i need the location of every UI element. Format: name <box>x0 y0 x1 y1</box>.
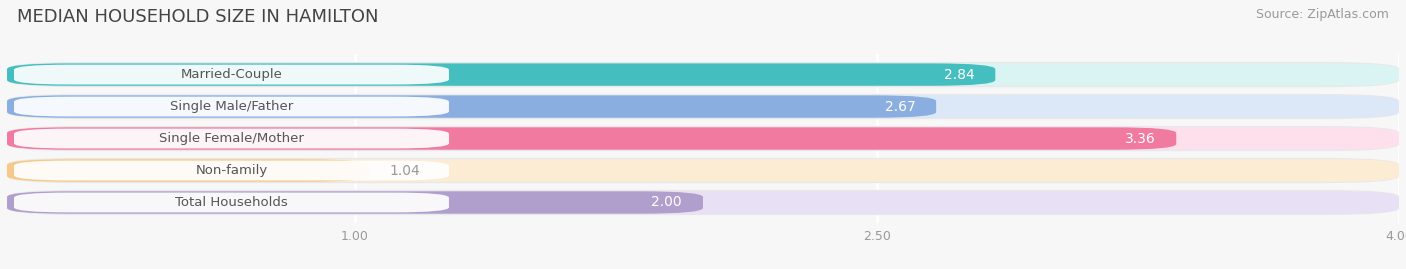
FancyBboxPatch shape <box>7 126 1399 151</box>
FancyBboxPatch shape <box>14 193 449 213</box>
FancyBboxPatch shape <box>7 127 1399 150</box>
FancyBboxPatch shape <box>7 94 1399 119</box>
Text: MEDIAN HOUSEHOLD SIZE IN HAMILTON: MEDIAN HOUSEHOLD SIZE IN HAMILTON <box>17 8 378 26</box>
FancyBboxPatch shape <box>7 191 703 214</box>
Text: Single Female/Mother: Single Female/Mother <box>159 132 304 145</box>
FancyBboxPatch shape <box>14 97 449 116</box>
FancyBboxPatch shape <box>7 159 1399 182</box>
FancyBboxPatch shape <box>7 191 1399 214</box>
Text: Non-family: Non-family <box>195 164 267 177</box>
Text: Married-Couple: Married-Couple <box>180 68 283 81</box>
FancyBboxPatch shape <box>14 161 449 180</box>
Text: 2.84: 2.84 <box>943 68 974 82</box>
Text: 1.04: 1.04 <box>389 164 420 178</box>
Text: Single Male/Father: Single Male/Father <box>170 100 292 113</box>
FancyBboxPatch shape <box>7 63 995 86</box>
Text: 3.36: 3.36 <box>1125 132 1156 146</box>
FancyBboxPatch shape <box>14 129 449 148</box>
FancyBboxPatch shape <box>7 190 1399 215</box>
FancyBboxPatch shape <box>7 63 1399 86</box>
FancyBboxPatch shape <box>7 127 1177 150</box>
FancyBboxPatch shape <box>7 158 1399 183</box>
Text: Total Households: Total Households <box>176 196 288 209</box>
FancyBboxPatch shape <box>14 65 449 84</box>
Text: 2.00: 2.00 <box>651 196 682 210</box>
FancyBboxPatch shape <box>7 95 936 118</box>
FancyBboxPatch shape <box>7 95 1399 118</box>
Text: 2.67: 2.67 <box>884 100 915 114</box>
Text: Source: ZipAtlas.com: Source: ZipAtlas.com <box>1256 8 1389 21</box>
FancyBboxPatch shape <box>7 62 1399 87</box>
FancyBboxPatch shape <box>7 159 368 182</box>
